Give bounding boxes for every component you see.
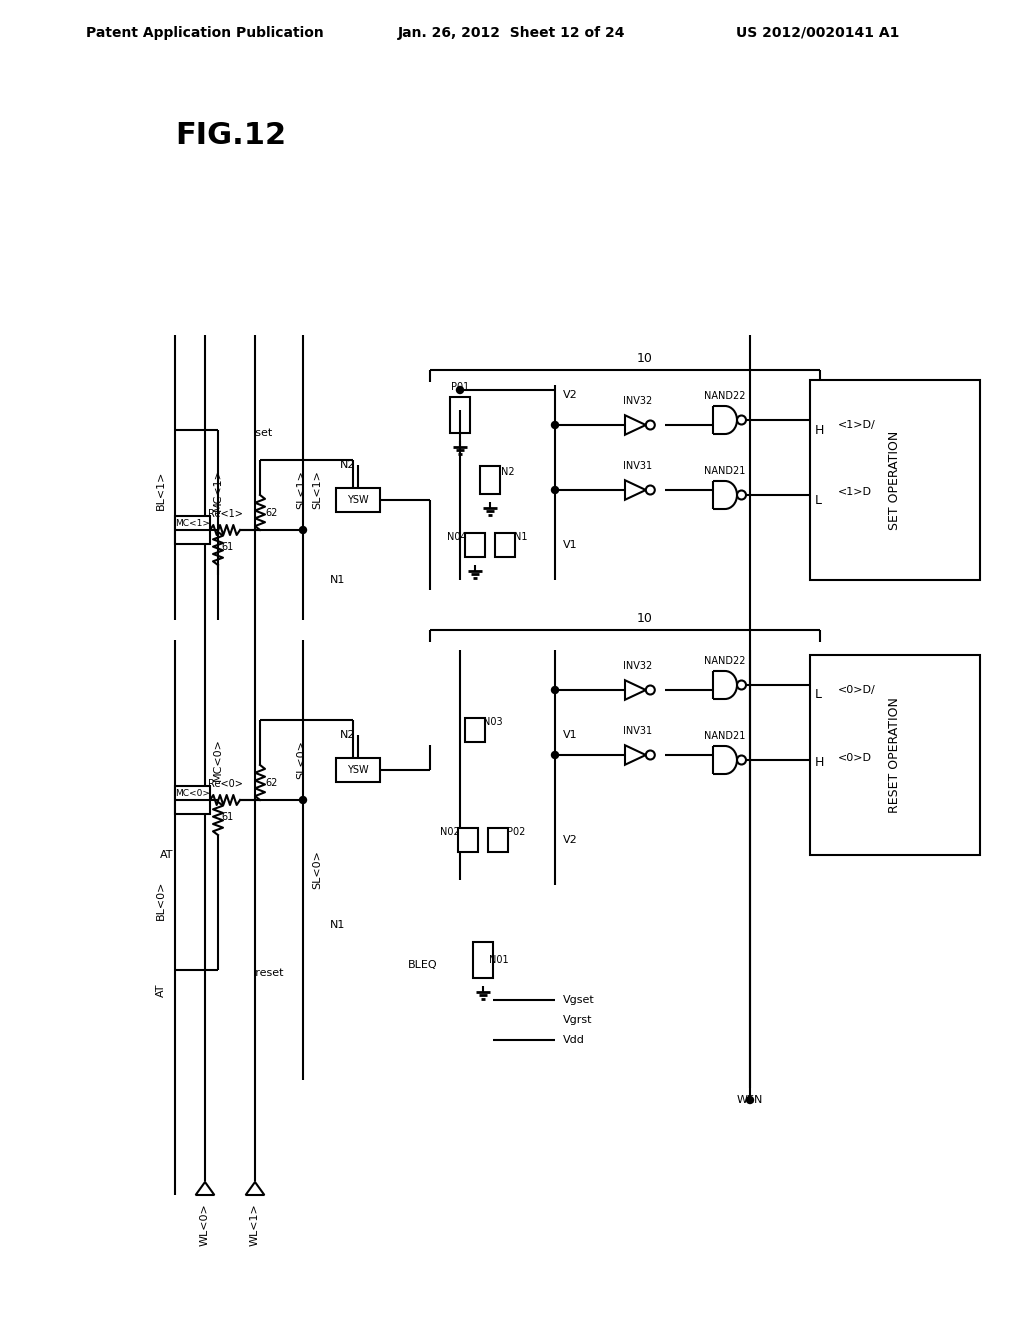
Text: NAND22: NAND22: [705, 656, 745, 667]
Circle shape: [552, 421, 558, 429]
Bar: [465, 533, 485, 557]
Bar: [465, 718, 485, 742]
Text: YSW: YSW: [347, 495, 369, 506]
Text: MC<0>: MC<0>: [213, 739, 222, 781]
Text: FIG.12: FIG.12: [175, 120, 286, 149]
Text: V1: V1: [563, 730, 578, 741]
Text: Re<0>: Re<0>: [208, 779, 243, 789]
Text: Jan. 26, 2012  Sheet 12 of 24: Jan. 26, 2012 Sheet 12 of 24: [398, 26, 626, 40]
Text: L: L: [815, 494, 822, 507]
Text: N2: N2: [340, 730, 355, 741]
Text: N1: N1: [331, 576, 346, 585]
Text: INV31: INV31: [624, 726, 652, 737]
Text: V2: V2: [563, 836, 578, 845]
Text: N02: N02: [440, 828, 460, 837]
Text: BL<0>: BL<0>: [156, 880, 166, 920]
Text: WL<1>: WL<1>: [250, 1203, 260, 1246]
Text: YSW: YSW: [347, 766, 369, 775]
Text: SL<0>: SL<0>: [296, 741, 306, 779]
Bar: [473, 942, 493, 978]
Text: 10: 10: [637, 351, 653, 364]
Text: 61: 61: [222, 543, 234, 553]
Text: US 2012/0020141 A1: US 2012/0020141 A1: [736, 26, 900, 40]
Text: AT: AT: [160, 850, 174, 861]
Text: V2: V2: [563, 389, 578, 400]
Bar: [175, 785, 210, 814]
Text: <0>D: <0>D: [838, 752, 872, 763]
Text: MC<1>: MC<1>: [175, 520, 210, 528]
Text: L: L: [815, 689, 822, 701]
Text: N03: N03: [483, 717, 503, 727]
Text: NAND22: NAND22: [705, 391, 745, 401]
Bar: [810, 655, 980, 855]
Text: 62: 62: [266, 777, 279, 788]
Text: <1>D/: <1>D/: [838, 420, 876, 430]
Text: SL<1>: SL<1>: [296, 470, 306, 510]
Text: AT: AT: [156, 983, 166, 997]
Text: P01: P01: [451, 381, 469, 392]
Text: 10: 10: [637, 611, 653, 624]
Bar: [488, 828, 508, 851]
Text: N1: N1: [331, 920, 346, 931]
Text: NAND21: NAND21: [705, 731, 745, 741]
Bar: [336, 488, 380, 512]
Text: <1>D: <1>D: [838, 487, 872, 498]
Text: N2: N2: [501, 467, 515, 477]
Text: <0>D/: <0>D/: [838, 685, 876, 696]
Text: SL<1>: SL<1>: [312, 470, 322, 510]
Text: Vgset: Vgset: [563, 995, 595, 1005]
Text: Re<1>: Re<1>: [208, 510, 243, 519]
Bar: [495, 533, 515, 557]
Circle shape: [552, 686, 558, 693]
Circle shape: [299, 796, 306, 804]
Bar: [336, 758, 380, 781]
Text: H: H: [815, 424, 824, 437]
Text: N2: N2: [340, 459, 355, 470]
Text: SET OPERATION: SET OPERATION: [889, 430, 901, 529]
Text: INV31: INV31: [624, 461, 652, 471]
Text: N01: N01: [489, 954, 509, 965]
Text: WL<0>: WL<0>: [200, 1203, 210, 1246]
Text: SL<0>: SL<0>: [312, 850, 322, 890]
Text: NAND21: NAND21: [705, 466, 745, 477]
Bar: [450, 397, 470, 433]
Text: MC<0>: MC<0>: [175, 789, 210, 799]
Bar: [480, 466, 500, 494]
Text: 62: 62: [266, 507, 279, 517]
Text: N1: N1: [514, 532, 527, 543]
Circle shape: [552, 751, 558, 759]
Bar: [810, 380, 980, 579]
Text: Vdd: Vdd: [563, 1035, 585, 1045]
Bar: [458, 828, 478, 851]
Text: RESET OPERATION: RESET OPERATION: [889, 697, 901, 813]
Circle shape: [552, 487, 558, 494]
Text: INV32: INV32: [624, 396, 652, 407]
Bar: [175, 516, 210, 544]
Text: MC<1>: MC<1>: [213, 469, 222, 511]
Text: INV32: INV32: [624, 661, 652, 671]
Text: P02: P02: [507, 828, 525, 837]
Text: BLEQ: BLEQ: [409, 960, 438, 970]
Text: BL<1>: BL<1>: [156, 470, 166, 510]
Text: H: H: [815, 755, 824, 768]
Text: Vgrst: Vgrst: [563, 1015, 593, 1026]
Text: WEN: WEN: [737, 1096, 763, 1105]
Text: 61: 61: [222, 813, 234, 822]
Text: Patent Application Publication: Patent Application Publication: [86, 26, 324, 40]
Text: V1: V1: [563, 540, 578, 550]
Text: N04: N04: [447, 532, 467, 543]
Circle shape: [299, 527, 306, 533]
Circle shape: [457, 387, 464, 393]
Text: Iset: Iset: [253, 428, 273, 438]
Circle shape: [746, 1097, 754, 1104]
Text: Ireset: Ireset: [253, 968, 285, 978]
